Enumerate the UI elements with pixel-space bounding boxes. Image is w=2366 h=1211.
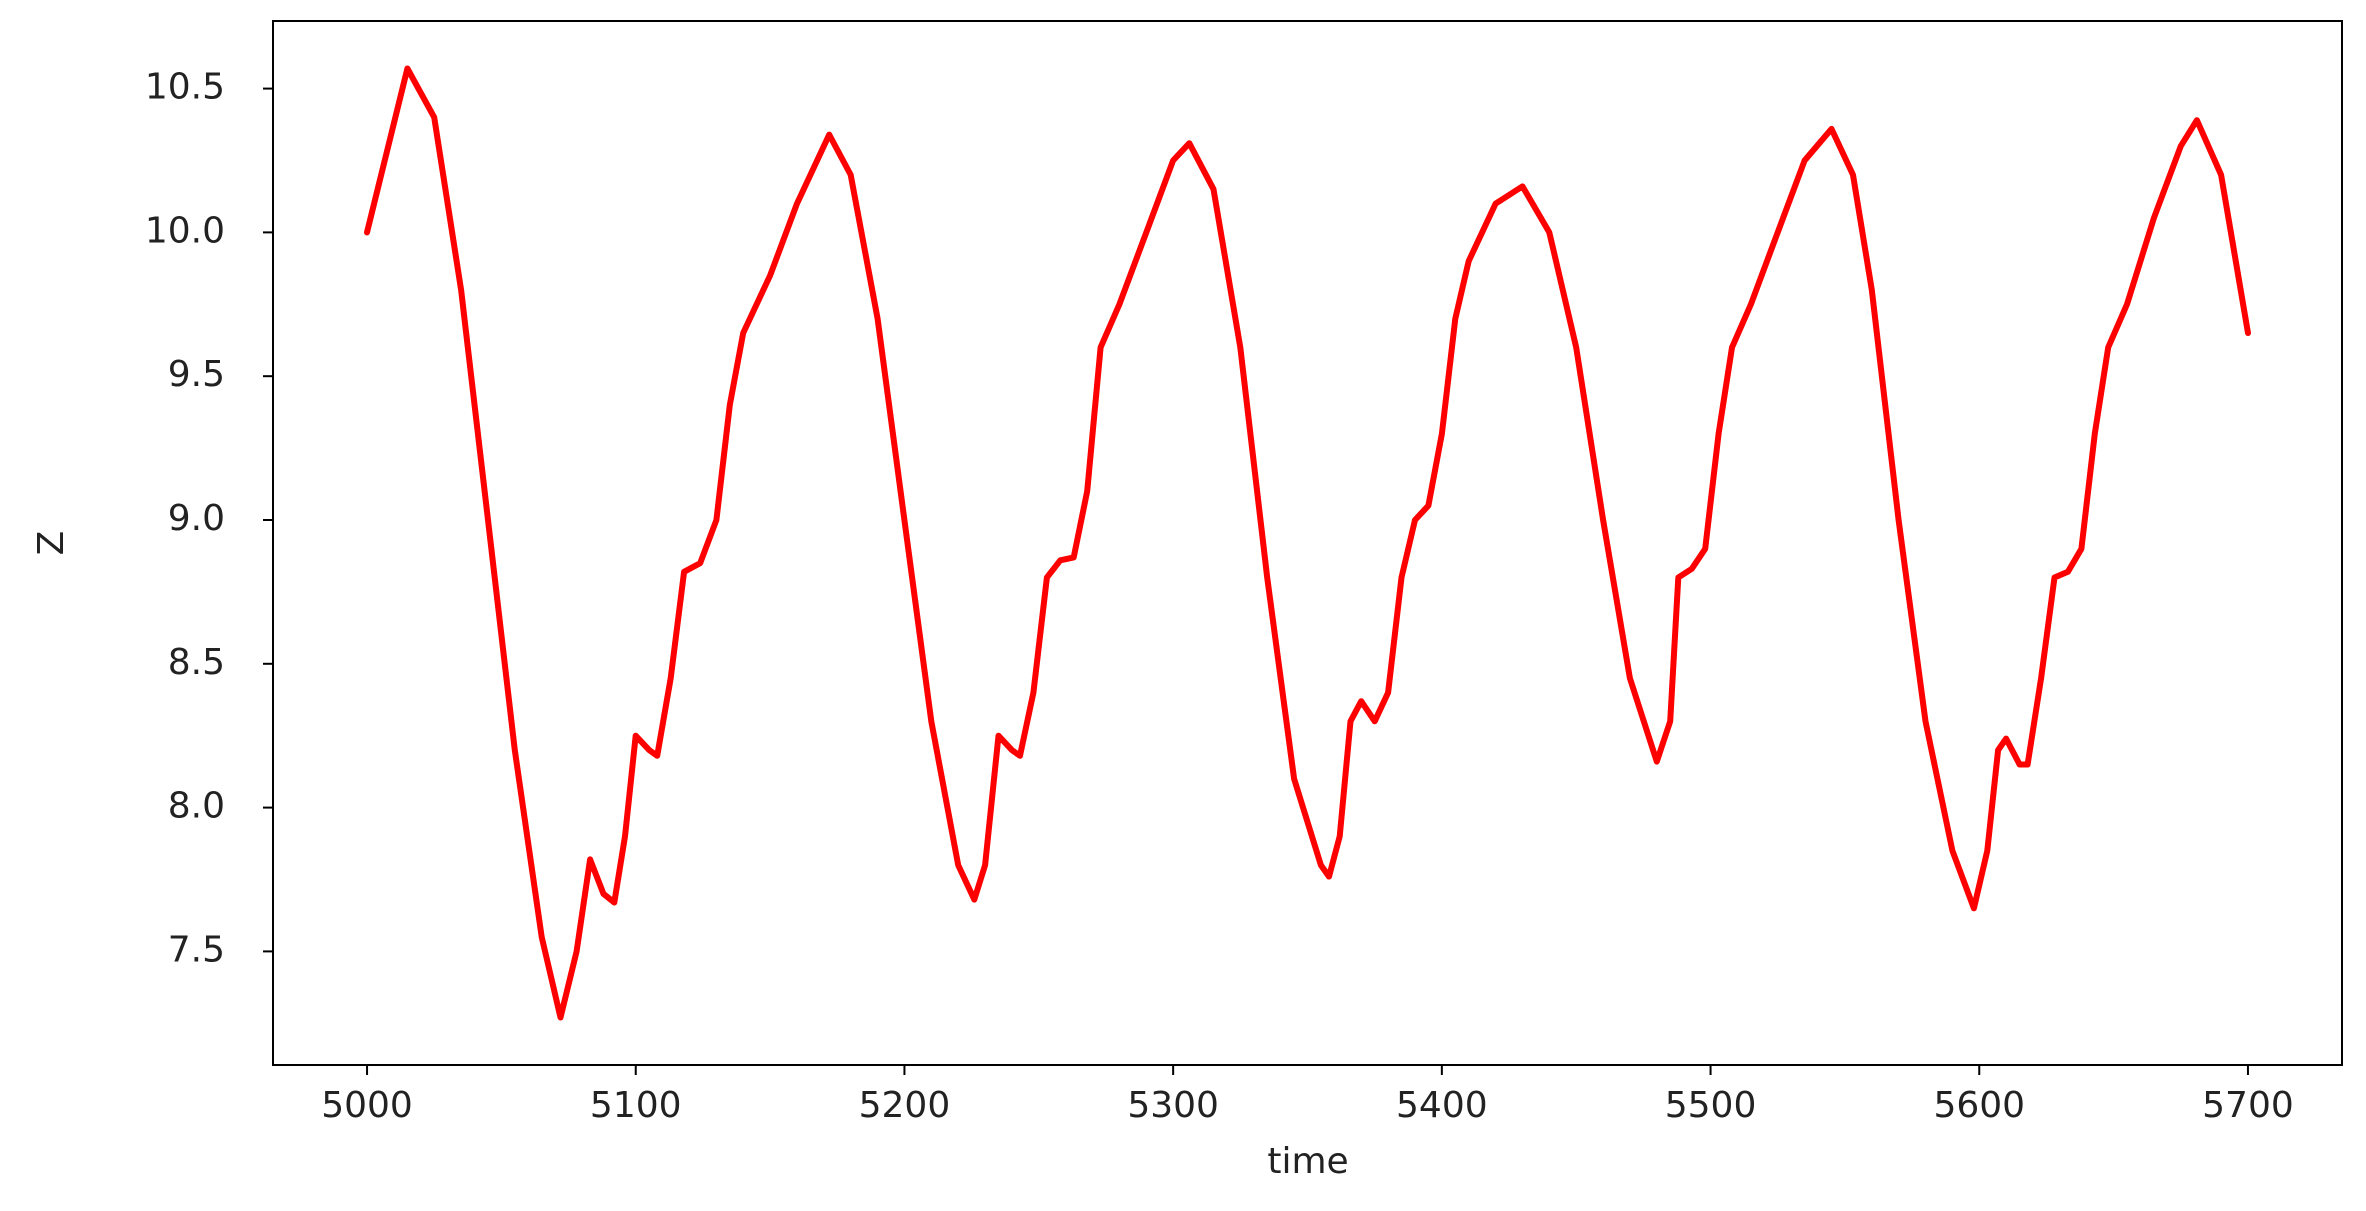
x-axis-label: time <box>1267 1141 1348 1182</box>
y-axis-label: Z <box>31 531 72 556</box>
y-tick-label: 8.0 <box>168 786 225 827</box>
x-tick-label: 5400 <box>1396 1085 1488 1126</box>
y-tick-label: 9.0 <box>168 498 225 539</box>
x-tick-label: 5200 <box>859 1085 951 1126</box>
y-tick-label: 7.5 <box>168 929 225 970</box>
x-tick-label: 5300 <box>1127 1085 1219 1126</box>
x-tick-label: 5100 <box>590 1085 682 1126</box>
y-tick-label: 9.5 <box>168 354 225 395</box>
data-line <box>364 65 2251 1021</box>
y-tick-label: 10.0 <box>145 210 225 251</box>
x-tick-label: 5600 <box>1933 1085 2025 1126</box>
x-tick-label: 5500 <box>1665 1085 1757 1126</box>
y-tick-label: 8.5 <box>168 642 225 683</box>
y-tick-label: 10.5 <box>145 67 225 108</box>
plot-frame <box>272 20 2343 1066</box>
x-tick-label: 5000 <box>321 1085 413 1126</box>
x-tick-label: 5700 <box>2202 1085 2294 1126</box>
